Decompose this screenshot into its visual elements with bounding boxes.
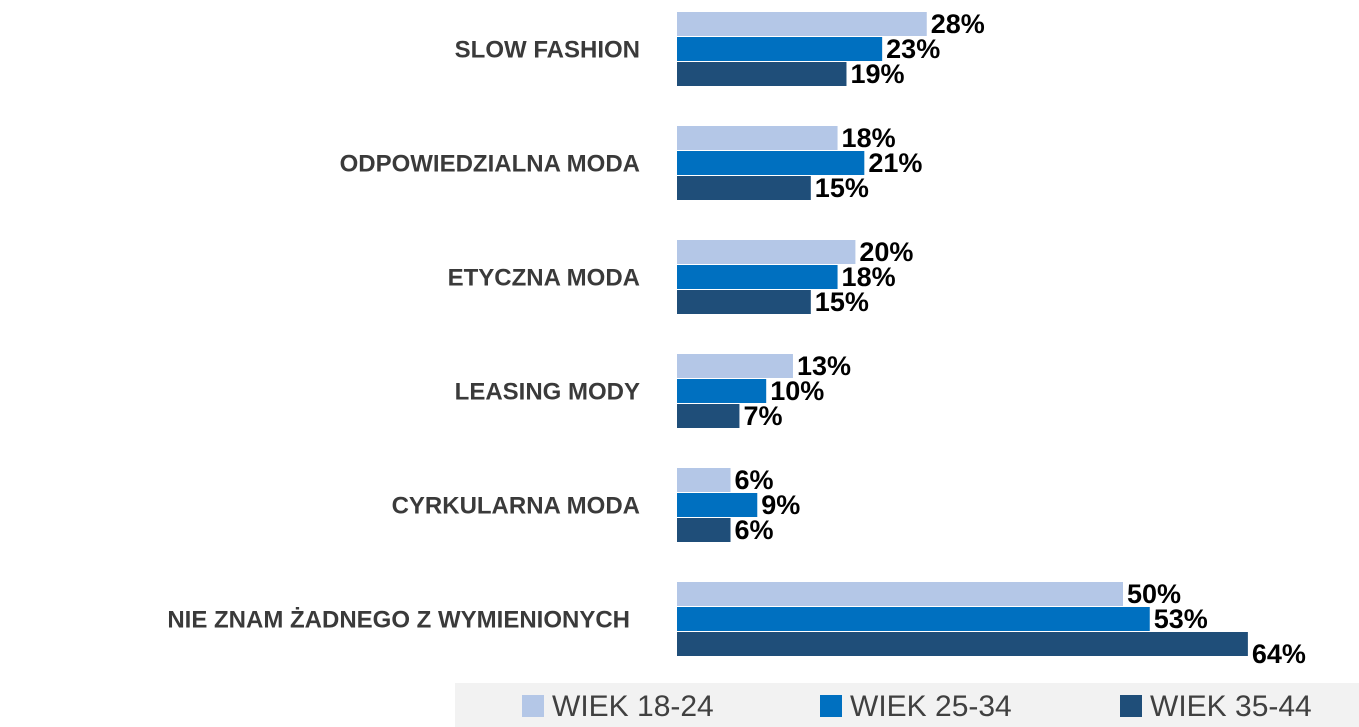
category-label: NIE ZNAM ŻADNEGO Z WYMIENIONYCH (167, 606, 630, 633)
bar (677, 493, 758, 517)
category-label: ETYCZNA MODA (448, 264, 640, 291)
value-label: 20% (859, 237, 913, 267)
legend-swatch (1120, 695, 1142, 717)
value-label: 28% (931, 9, 985, 39)
legend-swatch (820, 695, 842, 717)
value-label: 10% (770, 376, 824, 406)
bar (677, 582, 1123, 606)
value-label: 18% (842, 262, 896, 292)
category-label: CYRKULARNA MODA (392, 492, 640, 519)
value-label: 7% (743, 401, 782, 431)
bar (677, 404, 740, 428)
value-label: 50% (1127, 579, 1181, 609)
bar (677, 12, 927, 36)
bar (677, 290, 811, 314)
bar (677, 151, 865, 175)
value-label: 23% (886, 34, 940, 64)
bar (677, 632, 1248, 656)
category-label: ODPOWIEDZIALNA MODA (340, 150, 640, 177)
bar (677, 607, 1150, 631)
value-label: 6% (735, 515, 774, 545)
legend-label: WIEK 18-24 (552, 690, 714, 723)
bar (677, 176, 811, 200)
value-label: 64% (1252, 639, 1306, 669)
value-label: 9% (761, 490, 800, 520)
bar (677, 37, 883, 61)
value-label: 15% (815, 173, 869, 203)
legend-background (455, 683, 1359, 727)
value-label: 15% (815, 287, 869, 317)
value-label: 18% (842, 123, 896, 153)
legend-swatch (522, 695, 544, 717)
legend-label: WIEK 35-44 (1150, 690, 1312, 723)
value-label: 6% (735, 465, 774, 495)
bar (677, 240, 856, 264)
bar (677, 468, 731, 492)
value-label: 21% (868, 148, 922, 178)
bar (677, 354, 793, 378)
value-label: 13% (797, 351, 851, 381)
bar (677, 62, 847, 86)
value-label: 53% (1154, 604, 1208, 634)
category-label: SLOW FASHION (455, 36, 640, 63)
bar (677, 518, 731, 542)
value-label: 19% (850, 59, 904, 89)
legend-label: WIEK 25-34 (850, 690, 1012, 723)
bar (677, 379, 767, 403)
bar (677, 265, 838, 289)
bar (677, 126, 838, 150)
category-label: LEASING MODY (455, 378, 640, 405)
